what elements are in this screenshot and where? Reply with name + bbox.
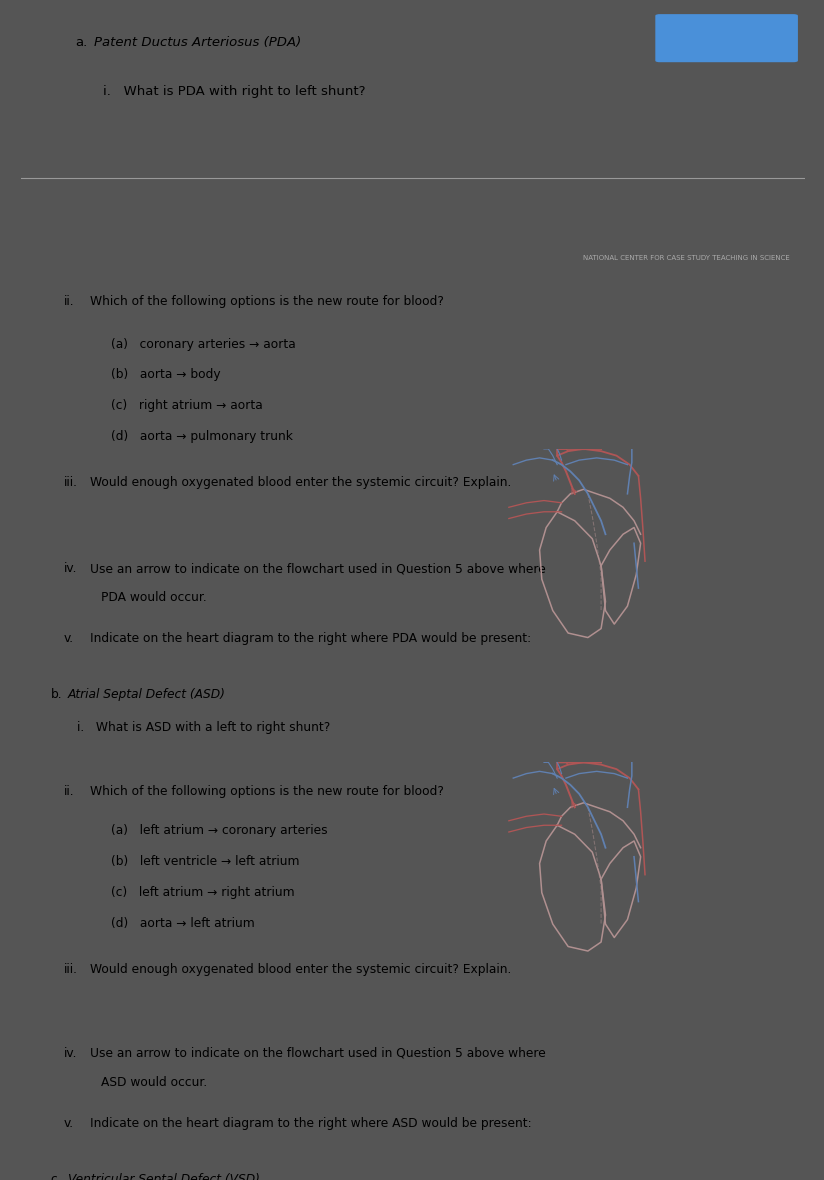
FancyBboxPatch shape <box>656 15 797 61</box>
Text: ASD would occur.: ASD would occur. <box>101 1076 208 1089</box>
Text: ii.: ii. <box>63 295 74 308</box>
Text: Indicate on the heart diagram to the right where ASD would be present:: Indicate on the heart diagram to the rig… <box>90 1117 531 1130</box>
Text: Patent Ductus Arteriosus (PDA): Patent Ductus Arteriosus (PDA) <box>94 37 301 50</box>
Text: (b)   aorta → body: (b) aorta → body <box>110 368 221 381</box>
Text: (b)   left ventricle → left atrium: (b) left ventricle → left atrium <box>110 856 299 868</box>
Text: i.   What is PDA with right to left shunt?: i. What is PDA with right to left shunt? <box>103 85 366 98</box>
Text: c.: c. <box>50 1173 61 1180</box>
Text: b.: b. <box>50 688 62 701</box>
Text: (c)   left atrium → right atrium: (c) left atrium → right atrium <box>110 886 294 899</box>
Text: v.: v. <box>63 1117 74 1130</box>
Text: (d)   aorta → left atrium: (d) aorta → left atrium <box>110 917 255 930</box>
Text: iii.: iii. <box>63 476 77 489</box>
Text: Ventricular Septal Defect (VSD): Ventricular Septal Defect (VSD) <box>68 1173 260 1180</box>
Text: "The Breathless Heart" by Broadbelt, Sawhney, & Young: "The Breathless Heart" by Broadbelt, Saw… <box>21 190 312 201</box>
Text: Would enough oxygenated blood enter the systemic circuit? Explain.: Would enough oxygenated blood enter the … <box>90 476 511 489</box>
Text: iv.: iv. <box>63 1047 77 1060</box>
Text: Use an arrow to indicate on the flowchart used in Question 5 above where: Use an arrow to indicate on the flowchar… <box>90 1047 545 1060</box>
Text: ii.: ii. <box>63 785 74 798</box>
Text: Page 3: Page 3 <box>770 190 805 201</box>
Text: v.: v. <box>63 632 74 645</box>
Text: Which of the following options is the new route for blood?: Which of the following options is the ne… <box>90 785 443 798</box>
Text: Indicate on the heart diagram to the right where PDA would be present:: Indicate on the heart diagram to the rig… <box>90 632 531 645</box>
Text: i.   What is ASD with a left to right shunt?: i. What is ASD with a left to right shun… <box>77 721 330 734</box>
Text: Which of the following options is the new route for blood?: Which of the following options is the ne… <box>90 295 443 308</box>
Text: (a)   left atrium → coronary arteries: (a) left atrium → coronary arteries <box>110 824 327 837</box>
Text: (d)   aorta → pulmonary trunk: (d) aorta → pulmonary trunk <box>110 431 293 444</box>
Text: Atrial Septal Defect (ASD): Atrial Septal Defect (ASD) <box>68 688 226 701</box>
Text: a.: a. <box>76 37 88 50</box>
Text: NATIONAL CENTER FOR CASE STUDY TEACHING IN SCIENCE: NATIONAL CENTER FOR CASE STUDY TEACHING … <box>583 255 789 261</box>
Text: iii.: iii. <box>63 963 77 976</box>
Text: iv.: iv. <box>63 562 77 575</box>
Text: (a)   coronary arteries → aorta: (a) coronary arteries → aorta <box>110 337 296 350</box>
Text: PDA would occur.: PDA would occur. <box>101 591 207 604</box>
Text: (c)   right atrium → aorta: (c) right atrium → aorta <box>110 399 263 412</box>
Text: Use an arrow to indicate on the flowchart used in Question 5 above where: Use an arrow to indicate on the flowchar… <box>90 562 545 575</box>
Text: Would enough oxygenated blood enter the systemic circuit? Explain.: Would enough oxygenated blood enter the … <box>90 963 511 976</box>
